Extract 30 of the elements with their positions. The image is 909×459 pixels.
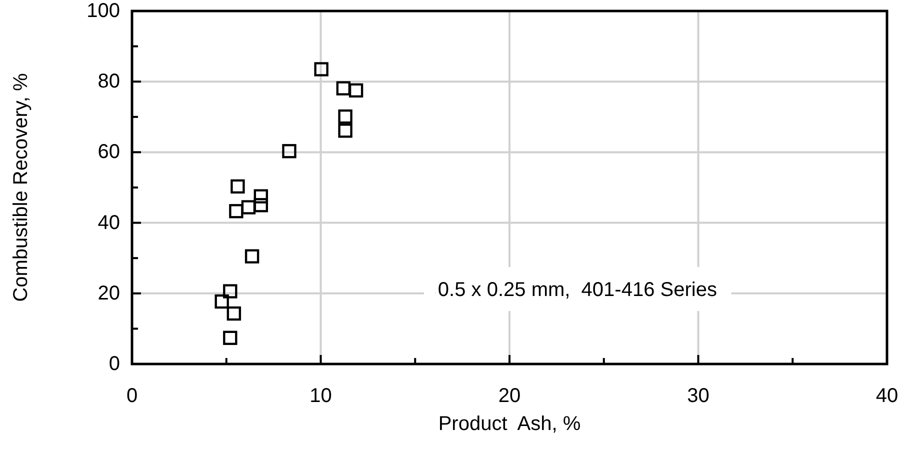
y-tick-label: 80 — [98, 70, 120, 93]
y-tick-label: 0 — [108, 353, 120, 375]
x-tick-label: 20 — [498, 385, 521, 407]
point — [254, 198, 268, 212]
point — [336, 81, 350, 96]
y-tick-label: 100 — [86, 0, 120, 22]
y-tick-label: 20 — [98, 282, 120, 304]
x-tick-label: 10 — [310, 385, 332, 407]
point — [229, 204, 244, 218]
y-axis-title: Combustible Recovery, % — [10, 72, 32, 302]
annotation: 0.5 x 0.25 mm, 401-416 Series — [438, 278, 717, 301]
point — [314, 62, 328, 76]
point — [244, 249, 260, 264]
x-axis-title: Product Ash, % — [438, 413, 581, 435]
point — [338, 109, 352, 124]
point — [223, 284, 238, 298]
point — [214, 294, 229, 309]
point — [338, 124, 352, 138]
y-tick-label: 40 — [98, 212, 120, 234]
x-tick-label: 30 — [687, 385, 710, 407]
point — [223, 330, 238, 345]
point — [348, 83, 364, 98]
point — [282, 144, 296, 158]
x-tick-label: 0 — [126, 385, 138, 407]
point — [230, 179, 245, 194]
point — [241, 200, 256, 214]
y-tick-label: 60 — [98, 141, 120, 164]
x-tick-label: 40 — [876, 385, 898, 407]
point — [226, 306, 242, 321]
point — [254, 189, 268, 204]
